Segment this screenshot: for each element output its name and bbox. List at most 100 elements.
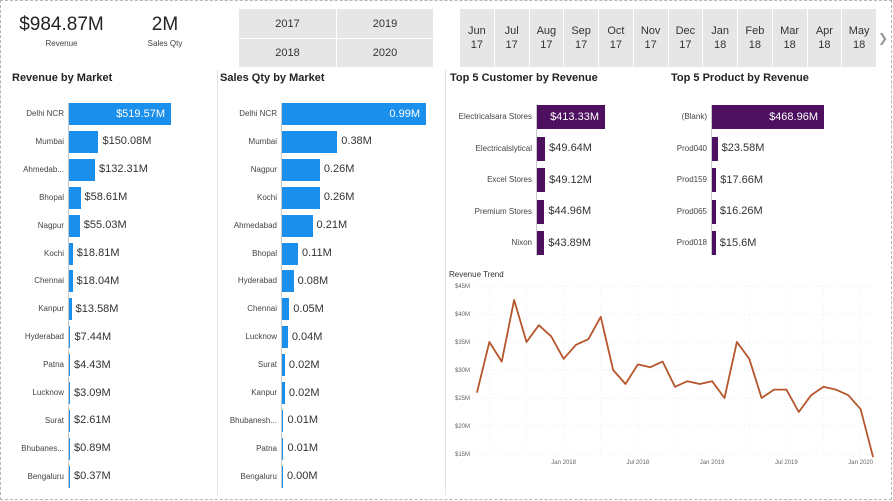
- month-tile[interactable]: Apr 18: [807, 9, 842, 67]
- year-tile-2018[interactable]: 2018: [239, 39, 336, 67]
- bar[interactable]: [69, 354, 70, 377]
- revenue-trend-point[interactable]: [563, 358, 565, 360]
- bar[interactable]: [282, 437, 284, 460]
- sales-qty-card[interactable]: 2M Sales Qty: [130, 14, 200, 48]
- revenue-trend-point[interactable]: [699, 383, 701, 385]
- bar[interactable]: [69, 465, 70, 488]
- revenue-trend-point[interactable]: [711, 380, 713, 382]
- bar[interactable]: [282, 409, 284, 432]
- bar-data-label: $7.44M: [74, 330, 112, 343]
- month-tile[interactable]: Nov 17: [633, 9, 668, 67]
- bar[interactable]: [282, 270, 294, 293]
- bar[interactable]: [69, 186, 81, 209]
- revenue-trend-point[interactable]: [835, 389, 837, 391]
- revenue-trend-point[interactable]: [847, 394, 849, 396]
- revenue-trend-point[interactable]: [674, 386, 676, 388]
- month-tile[interactable]: Aug 17: [529, 9, 564, 67]
- bar[interactable]: [282, 298, 290, 321]
- bar[interactable]: [712, 231, 716, 255]
- month-tile[interactable]: Oct 17: [599, 9, 633, 67]
- revenue-trend-point[interactable]: [525, 341, 528, 343]
- revenue-trend-point[interactable]: [860, 408, 862, 410]
- revenue-trend-point[interactable]: [538, 324, 540, 326]
- bar[interactable]: [69, 382, 70, 404]
- month-tile[interactable]: Jul 17: [494, 9, 529, 67]
- bar[interactable]: [282, 214, 313, 237]
- revenue-trend-point[interactable]: [773, 389, 775, 391]
- bar[interactable]: [69, 103, 171, 125]
- revenue-trend-point[interactable]: [761, 397, 763, 399]
- revenue-trend-point[interactable]: [476, 391, 478, 393]
- month-tile-year: 18: [818, 39, 831, 51]
- bar[interactable]: [537, 168, 546, 192]
- revenue-trend-point[interactable]: [501, 361, 503, 363]
- bar[interactable]: [537, 199, 545, 224]
- chevron-right-icon[interactable]: ❯: [878, 31, 889, 45]
- revenue-trend-chart[interactable]: $15M $20M $25M $30M $35M $40M $45M Jan 2018 Jul …: [448, 280, 878, 495]
- bar-category-label: Chennai: [247, 304, 277, 314]
- bar[interactable]: [282, 158, 320, 181]
- bar[interactable]: [69, 409, 70, 432]
- bar-category-label: Premium Stores: [474, 206, 532, 216]
- revenue-trend-point[interactable]: [748, 358, 750, 360]
- bar-data-label: 0.26M: [323, 163, 355, 176]
- revenue-trend-point[interactable]: [686, 380, 688, 382]
- bar[interactable]: [69, 214, 80, 237]
- bar[interactable]: [69, 158, 95, 181]
- revenue-trend-point[interactable]: [488, 341, 490, 343]
- bar[interactable]: [282, 354, 285, 377]
- month-tile[interactable]: Dec 17: [668, 9, 703, 67]
- bar[interactable]: [69, 437, 70, 460]
- bar[interactable]: [69, 270, 73, 293]
- bar[interactable]: [537, 231, 545, 255]
- bar-category-label: Patna: [43, 360, 64, 370]
- bar[interactable]: [712, 136, 718, 161]
- revenue-trend-point[interactable]: [550, 335, 552, 337]
- bar[interactable]: [712, 199, 716, 224]
- month-tile[interactable]: Jun 17: [460, 9, 494, 67]
- revenue-trend-point[interactable]: [637, 363, 639, 365]
- revenue-trend-point[interactable]: [600, 316, 602, 318]
- bar-data-label: $0.89M: [74, 442, 111, 455]
- bar[interactable]: [712, 168, 717, 192]
- year-tile-2017[interactable]: 2017: [239, 9, 336, 38]
- bar[interactable]: [712, 105, 824, 129]
- revenue-trend-point[interactable]: [723, 397, 726, 399]
- revenue-trend-point[interactable]: [822, 386, 825, 388]
- revenue-trend-point[interactable]: [624, 383, 627, 385]
- month-tile[interactable]: Feb 18: [738, 9, 772, 67]
- bar[interactable]: [282, 130, 338, 153]
- month-tile[interactable]: Jan 18: [703, 9, 737, 67]
- revenue-trend-point[interactable]: [810, 394, 812, 396]
- bar-data-label: $150.08M: [102, 135, 152, 148]
- bar[interactable]: [69, 326, 71, 349]
- bar[interactable]: [69, 298, 72, 321]
- bar[interactable]: [537, 136, 546, 161]
- month-tile[interactable]: Mar 18: [772, 9, 807, 67]
- revenue-card[interactable]: $984.87M Revenue: [14, 14, 109, 48]
- bar[interactable]: [282, 242, 298, 265]
- month-tile[interactable]: Sep 17: [564, 9, 598, 67]
- bar[interactable]: [537, 105, 605, 129]
- year-tile-2019[interactable]: 2019: [337, 9, 433, 38]
- revenue-trend-point[interactable]: [872, 456, 874, 458]
- revenue-trend-point[interactable]: [798, 411, 800, 413]
- bar[interactable]: [282, 103, 426, 125]
- revenue-trend-point[interactable]: [575, 344, 577, 346]
- revenue-trend-point[interactable]: [736, 341, 738, 343]
- bar-category-label: Kochi: [256, 192, 277, 202]
- revenue-trend-point[interactable]: [513, 299, 515, 301]
- revenue-trend-point[interactable]: [612, 369, 614, 371]
- revenue-trend-point[interactable]: [785, 389, 787, 391]
- revenue-trend-point[interactable]: [587, 338, 589, 340]
- bar[interactable]: [282, 382, 285, 404]
- bar[interactable]: [282, 186, 320, 209]
- year-tile-2020[interactable]: 2020: [337, 39, 433, 67]
- bar[interactable]: [69, 242, 73, 265]
- revenue-trend-point[interactable]: [649, 366, 651, 368]
- bar[interactable]: [282, 326, 288, 349]
- bar[interactable]: [282, 465, 283, 488]
- month-tile[interactable]: May 18: [842, 9, 876, 67]
- bar[interactable]: [69, 130, 99, 153]
- revenue-trend-point[interactable]: [662, 361, 664, 363]
